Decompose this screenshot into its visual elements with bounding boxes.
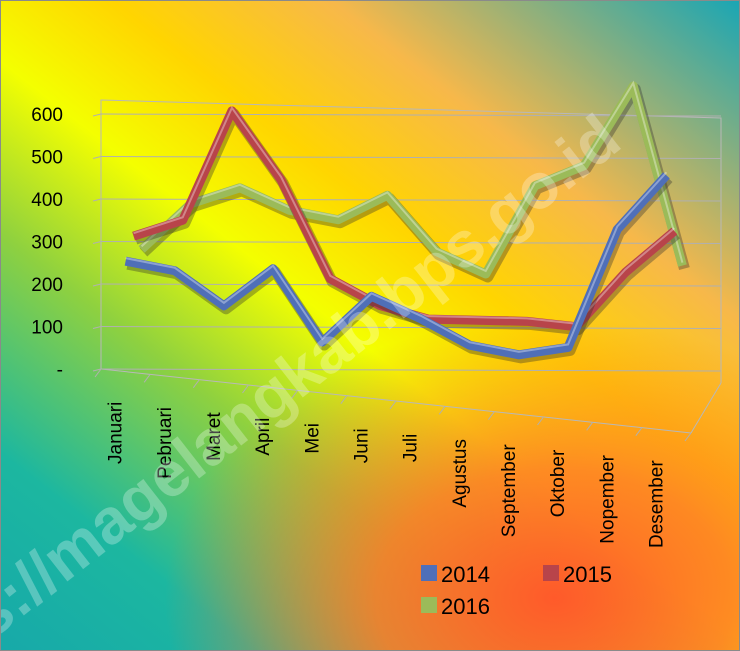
y-tick-label: - [57,360,63,381]
x-axis-category-labels: Januari Pebruari Maret April Mei Juni Juli Agus… [106,402,668,548]
tick-mark-500 [92,156,102,159]
x-category-label: Desember [646,460,667,548]
x-tick-mark [143,374,151,383]
x-category-label: Agustus [450,439,471,508]
tick-mark-0 [92,368,102,372]
x-category-label: Juni [351,428,372,463]
series-lines [124,80,690,364]
x-category-label: Januari [106,402,127,464]
y-tick-label: 200 [31,275,63,296]
x-tick-mark [340,395,348,404]
y-tick-label: 500 [31,148,63,169]
x-category-label: September [499,444,520,538]
tick-mark-300 [92,241,102,244]
tick-mark-400 [92,198,102,202]
x-tick-mark [192,379,200,388]
legend-label-2014: 2014 [441,562,490,587]
x-tick-mark [389,400,397,410]
y-axis-tick-labels: - 100 200 300 400 500 600 [31,105,63,381]
x-category-label: Maret [204,412,225,461]
legend-swatch-2015 [543,565,559,581]
x-tick-mark [586,422,594,431]
floor-right-edge [690,382,722,434]
x-tick-mark [242,384,249,394]
series-highlight-2016 [140,80,684,273]
gridline-0 [100,368,722,372]
y-tick-label: 100 [31,318,63,339]
y-tick-label: 400 [31,190,63,211]
series-highlight-2014 [125,171,668,353]
x-tick-mark [684,432,692,442]
series-line-2014 [124,172,670,360]
x-category-label: April [253,418,274,456]
x-tick-mark [537,416,544,426]
x-tick-mark [635,427,643,436]
back-wall-frame [100,99,722,383]
x-category-label: Pebruari [155,407,176,479]
gridline-100 [100,326,722,329]
y-tick-label: 300 [31,233,63,254]
x-category-label: Juli [401,434,422,463]
x-category-label: Oktober [548,449,569,517]
x-tick-mark [291,390,299,399]
x-tick-mark [438,406,446,415]
tick-mark-100 [92,326,102,329]
legend-label-2015: 2015 [563,562,612,587]
legend: 2014 2015 2016 [421,562,612,619]
tick-mark-600 [92,113,102,117]
x-tick-mark [487,411,495,420]
y-tick-label: 600 [31,105,63,126]
x-category-label: Mei [302,423,323,454]
x-category-label: Nopember [597,454,618,543]
series-line-2016 [138,81,687,279]
legend-swatch-2014 [421,565,437,581]
x-tick-mark [94,368,102,378]
legend-label-2016: 2016 [441,594,490,619]
gridline-500 [100,156,722,159]
gridline-300 [100,241,722,244]
tick-mark-200 [92,283,102,287]
legend-swatch-2016 [421,597,437,613]
